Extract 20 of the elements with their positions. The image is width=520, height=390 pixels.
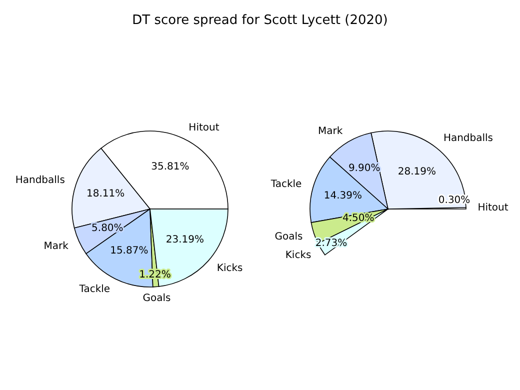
slice-label: Kicks	[285, 250, 312, 261]
data-label: 18.11%	[86, 188, 125, 200]
chart-title: DT score spread for Scott Lycett (2020)	[131, 12, 389, 30]
slice-label: Goals	[274, 231, 303, 242]
data-label: 15.87%	[110, 245, 148, 256]
slice-label: Mark	[318, 126, 343, 138]
slice-label: Hitout	[188, 122, 220, 134]
slice-label: Hitout	[478, 202, 508, 214]
data-label: 23.19%	[166, 234, 204, 246]
data-label: 35.81%	[151, 161, 190, 172]
data-label: 28.19%	[398, 166, 436, 178]
slice-label: Handballs	[15, 175, 65, 186]
data-label: 5.80%	[92, 222, 124, 234]
slice-label: Tackle	[270, 178, 302, 190]
slice-label: Kicks	[216, 263, 243, 274]
slice-label: Tackle	[78, 284, 110, 295]
data-label: 14.39%	[324, 190, 362, 202]
slice-label: Goals	[142, 292, 171, 304]
slice-label: Handballs	[443, 132, 494, 144]
slice-label: Mark	[44, 240, 69, 252]
